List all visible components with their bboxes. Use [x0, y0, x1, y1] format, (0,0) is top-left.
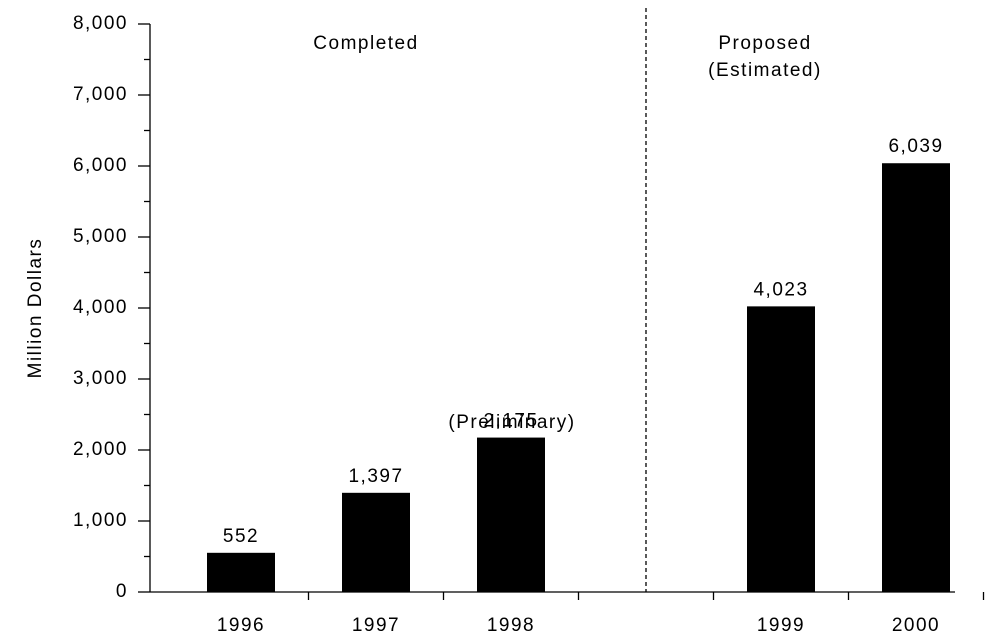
value-label: 2,175	[483, 411, 538, 432]
x-tick-label: 1998	[487, 615, 535, 636]
value-label: 6,039	[888, 136, 943, 157]
y-axis-label: Million Dollars	[25, 238, 46, 379]
annotation: Proposed	[718, 33, 811, 54]
y-tick-label: 6,000	[73, 155, 128, 176]
bar	[207, 552, 275, 592]
value-label: 4,023	[753, 279, 808, 300]
y-tick-label: 0	[116, 581, 128, 602]
x-tick-label: 1999	[757, 615, 805, 636]
y-tick-label: 2,000	[73, 439, 128, 460]
y-tick-label: 8,000	[73, 13, 128, 34]
bar	[342, 492, 410, 592]
x-tick-label: 1996	[217, 615, 265, 636]
y-tick-label: 3,000	[73, 368, 128, 389]
bar	[882, 163, 950, 592]
annotation: Completed	[313, 33, 418, 54]
x-tick-label: 2000	[892, 615, 940, 636]
annotation: (Preliminary)	[448, 412, 575, 433]
y-tick-label: 7,000	[73, 84, 128, 105]
value-label: 552	[223, 526, 259, 547]
y-tick-label: 1,000	[73, 510, 128, 531]
y-tick-label: 5,000	[73, 226, 128, 247]
y-tick-label: 4,000	[73, 297, 128, 318]
bar	[747, 306, 815, 592]
annotation: (Estimated)	[708, 60, 822, 81]
value-label: 1,397	[348, 466, 403, 487]
bar	[477, 437, 545, 592]
x-tick-label: 1997	[352, 615, 400, 636]
